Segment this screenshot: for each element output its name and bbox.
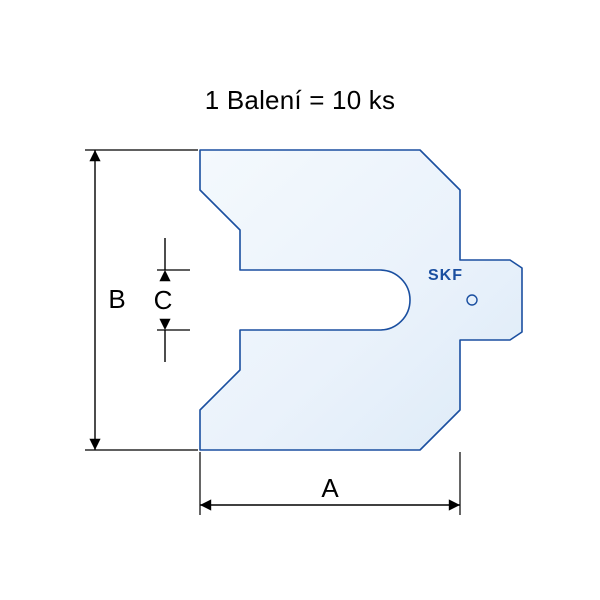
dimension-c-label: C xyxy=(154,285,173,315)
package-title: 1 Balení = 10 ks xyxy=(0,85,600,116)
dimension-a: A xyxy=(200,452,460,515)
dimension-b: B xyxy=(85,150,198,450)
diagram-stage: 1 Balení = 10 ks SKF A xyxy=(0,0,600,600)
dimension-a-label: A xyxy=(321,473,339,503)
dimension-c: C xyxy=(154,238,190,362)
shim-outline xyxy=(200,150,522,450)
dimension-b-label: B xyxy=(108,284,125,314)
brand-mark: SKF xyxy=(428,267,463,284)
